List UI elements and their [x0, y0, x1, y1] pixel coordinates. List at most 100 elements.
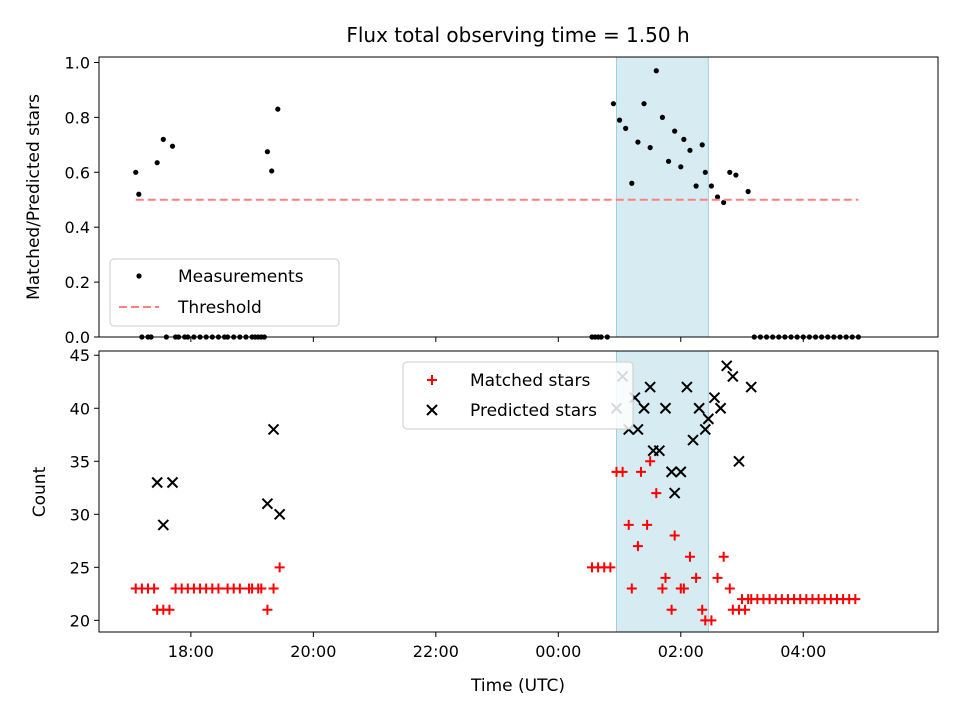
matched-point	[626, 583, 637, 594]
chart-title: Flux total observing time = 1.50 h	[346, 23, 689, 47]
measurement-point	[647, 144, 653, 151]
matched-point	[657, 583, 668, 594]
ylabel-bottom: Count	[30, 466, 50, 517]
predicted-point	[708, 391, 721, 404]
matched-point	[712, 572, 723, 583]
matched-point	[642, 519, 653, 530]
measurement-point	[133, 169, 139, 175]
legend-box-top	[109, 258, 340, 327]
predicted-point	[687, 434, 699, 446]
predicted-point	[166, 476, 179, 489]
series-bottom	[130, 360, 861, 626]
y-tick-label: 40	[70, 399, 90, 418]
matched-point	[697, 604, 708, 615]
x-tick-label: 02:00	[658, 642, 704, 661]
measurement-point	[714, 194, 721, 200]
matched-point	[706, 615, 717, 626]
measurement-point	[160, 136, 166, 142]
predicted-point	[644, 381, 656, 393]
x-tick-label: 00:00	[535, 642, 581, 661]
measurement-point	[678, 164, 684, 170]
predicted-point	[699, 423, 711, 436]
y-tick-label: 35	[70, 452, 90, 471]
y-tick-label: 25	[70, 558, 90, 577]
legend-x-marker	[426, 404, 438, 416]
predicted-point	[151, 476, 163, 489]
predicted-point	[659, 402, 672, 414]
matched-point	[740, 604, 751, 615]
matched-point	[645, 456, 656, 467]
matched-point	[718, 551, 729, 562]
legend-label-predicted: Predicted stars	[470, 401, 597, 421]
y-tick-label: 0.6	[65, 163, 90, 182]
measurement-point	[693, 183, 699, 189]
panel-top: 0.0 0.2 0.4 0.6 0.8 1.0 Matched/Predicted sta…	[24, 53, 939, 347]
x-tick-label: 18:00	[168, 642, 214, 661]
matched-point	[737, 594, 748, 605]
y-tick-label: 0.0	[65, 328, 90, 347]
y-tick-label: 20	[70, 611, 90, 630]
predicted-point	[668, 487, 681, 499]
measurement-point	[629, 180, 635, 186]
shaded-interval-top	[615, 56, 709, 338]
xlabel: Time (UTC)	[470, 676, 565, 696]
axes-frame-top	[98, 56, 939, 338]
matched-point	[164, 604, 175, 615]
legend-box-bottom	[402, 361, 634, 430]
matched-point	[684, 551, 695, 562]
matched-point	[666, 604, 677, 615]
predicted-point	[675, 466, 687, 478]
legend-top: Measurements Threshold	[109, 258, 340, 327]
measurement-point	[665, 158, 672, 164]
measurement-point	[635, 139, 641, 145]
legend-plus-marker	[427, 375, 437, 385]
measurement-point	[708, 183, 715, 189]
matched-point	[691, 572, 702, 583]
matched-point	[850, 594, 861, 605]
measurement-point	[154, 160, 160, 166]
matched-point	[635, 466, 646, 477]
y-tick-label: 1.0	[65, 53, 90, 72]
predicted-point	[632, 423, 644, 436]
predicted-point	[681, 381, 693, 393]
predicted-point	[745, 381, 757, 393]
matched-point	[262, 604, 273, 615]
measurement-point	[681, 136, 687, 142]
series-top	[133, 68, 861, 340]
matched-point	[213, 583, 224, 594]
measurement-point	[702, 169, 708, 175]
measurement-point	[264, 149, 271, 155]
x-tick-label: 20:00	[290, 642, 336, 661]
predicted-point	[638, 402, 650, 414]
panel-bottom: 18:00 20:00 22:00 00:00 02:00 04:00 20 25 30 35 40…	[30, 346, 939, 661]
matched-point	[678, 583, 689, 594]
predicted-point	[261, 497, 274, 510]
matched-point	[256, 583, 267, 594]
matched-point	[268, 583, 279, 594]
legend-label-matched: Matched stars	[470, 371, 590, 391]
y-tick-label: 30	[70, 505, 90, 524]
measurement-point	[733, 172, 739, 178]
predicted-point	[267, 423, 280, 436]
measurement-point	[721, 199, 727, 206]
predicted-point	[721, 360, 733, 372]
matched-point	[623, 519, 634, 530]
y-tick-label: 0.2	[65, 273, 90, 292]
x-tick-label: 22:00	[413, 642, 459, 661]
matched-point	[274, 562, 285, 573]
matched-point	[632, 541, 643, 552]
measurement-point	[653, 68, 659, 74]
measurement-point	[269, 168, 275, 174]
y-tick-label: 45	[70, 346, 90, 365]
legend-dot-marker	[136, 273, 142, 279]
measurement-point	[641, 101, 647, 107]
predicted-point	[714, 402, 727, 414]
matched-point	[724, 583, 735, 594]
measurement-point	[169, 143, 176, 149]
measurement-point	[672, 128, 678, 134]
predicted-point	[733, 455, 745, 467]
measurement-point	[616, 117, 623, 123]
measurement-point	[745, 188, 751, 195]
predicted-point	[157, 519, 170, 531]
